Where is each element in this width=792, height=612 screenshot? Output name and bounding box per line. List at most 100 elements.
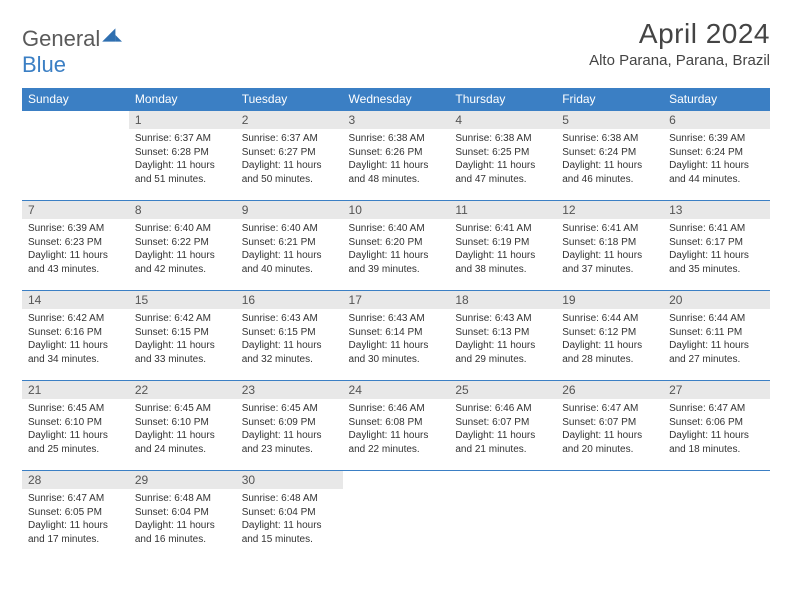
location: Alto Parana, Parana, Brazil — [589, 52, 770, 69]
daylight-line: Daylight: 11 hours and 38 minutes. — [455, 249, 550, 276]
day-body: Sunrise: 6:39 AMSunset: 6:23 PMDaylight:… — [22, 219, 129, 280]
calendar-cell: 6Sunrise: 6:39 AMSunset: 6:24 PMDaylight… — [663, 111, 770, 201]
calendar-week-row: 7Sunrise: 6:39 AMSunset: 6:23 PMDaylight… — [22, 201, 770, 291]
calendar-cell: 19Sunrise: 6:44 AMSunset: 6:12 PMDayligh… — [556, 291, 663, 381]
sunrise-line: Sunrise: 6:47 AM — [28, 492, 123, 506]
daylight-line: Daylight: 11 hours and 29 minutes. — [455, 339, 550, 366]
daylight-line: Daylight: 11 hours and 25 minutes. — [28, 429, 123, 456]
sunrise-line: Sunrise: 6:46 AM — [349, 402, 444, 416]
sunrise-line: Sunrise: 6:42 AM — [135, 312, 230, 326]
sunset-line: Sunset: 6:08 PM — [349, 416, 444, 430]
sunset-line: Sunset: 6:16 PM — [28, 326, 123, 340]
day-number: 22 — [129, 381, 236, 399]
day-number: 29 — [129, 471, 236, 489]
day-body: Sunrise: 6:46 AMSunset: 6:08 PMDaylight:… — [343, 399, 450, 460]
daylight-line: Daylight: 11 hours and 34 minutes. — [28, 339, 123, 366]
month-title: April 2024 — [589, 18, 770, 50]
day-body: Sunrise: 6:44 AMSunset: 6:12 PMDaylight:… — [556, 309, 663, 370]
daylight-line: Daylight: 11 hours and 32 minutes. — [242, 339, 337, 366]
day-body: Sunrise: 6:37 AMSunset: 6:28 PMDaylight:… — [129, 129, 236, 190]
sunset-line: Sunset: 6:24 PM — [562, 146, 657, 160]
day-number: 23 — [236, 381, 343, 399]
day-number: 1 — [129, 111, 236, 129]
calendar-cell: 21Sunrise: 6:45 AMSunset: 6:10 PMDayligh… — [22, 381, 129, 471]
calendar-cell: 2Sunrise: 6:37 AMSunset: 6:27 PMDaylight… — [236, 111, 343, 201]
sunrise-line: Sunrise: 6:38 AM — [349, 132, 444, 146]
sunset-line: Sunset: 6:23 PM — [28, 236, 123, 250]
calendar-cell: 22Sunrise: 6:45 AMSunset: 6:10 PMDayligh… — [129, 381, 236, 471]
day-number: 9 — [236, 201, 343, 219]
day-body: Sunrise: 6:47 AMSunset: 6:05 PMDaylight:… — [22, 489, 129, 550]
daylight-line: Daylight: 11 hours and 27 minutes. — [669, 339, 764, 366]
daylight-line: Daylight: 11 hours and 37 minutes. — [562, 249, 657, 276]
day-number: 14 — [22, 291, 129, 309]
sunset-line: Sunset: 6:19 PM — [455, 236, 550, 250]
sunrise-line: Sunrise: 6:38 AM — [455, 132, 550, 146]
day-header-row: Sunday Monday Tuesday Wednesday Thursday… — [22, 88, 770, 111]
day-number: 10 — [343, 201, 450, 219]
day-number: 17 — [343, 291, 450, 309]
sunset-line: Sunset: 6:24 PM — [669, 146, 764, 160]
daylight-line: Daylight: 11 hours and 46 minutes. — [562, 159, 657, 186]
sunrise-line: Sunrise: 6:43 AM — [455, 312, 550, 326]
day-header: Tuesday — [236, 88, 343, 111]
sunrise-line: Sunrise: 6:47 AM — [562, 402, 657, 416]
daylight-line: Daylight: 11 hours and 22 minutes. — [349, 429, 444, 456]
daylight-line: Daylight: 11 hours and 24 minutes. — [135, 429, 230, 456]
sunset-line: Sunset: 6:11 PM — [669, 326, 764, 340]
daylight-line: Daylight: 11 hours and 48 minutes. — [349, 159, 444, 186]
calendar-cell: 11Sunrise: 6:41 AMSunset: 6:19 PMDayligh… — [449, 201, 556, 291]
calendar-cell: 13Sunrise: 6:41 AMSunset: 6:17 PMDayligh… — [663, 201, 770, 291]
sunrise-line: Sunrise: 6:46 AM — [455, 402, 550, 416]
sunrise-line: Sunrise: 6:37 AM — [135, 132, 230, 146]
calendar-cell: 8Sunrise: 6:40 AMSunset: 6:22 PMDaylight… — [129, 201, 236, 291]
sunrise-line: Sunrise: 6:43 AM — [349, 312, 444, 326]
day-number: 18 — [449, 291, 556, 309]
calendar-cell: 7Sunrise: 6:39 AMSunset: 6:23 PMDaylight… — [22, 201, 129, 291]
day-body: Sunrise: 6:44 AMSunset: 6:11 PMDaylight:… — [663, 309, 770, 370]
day-body: Sunrise: 6:43 AMSunset: 6:14 PMDaylight:… — [343, 309, 450, 370]
logo-text-blue: Blue — [22, 52, 66, 77]
daylight-line: Daylight: 11 hours and 30 minutes. — [349, 339, 444, 366]
daylight-line: Daylight: 11 hours and 44 minutes. — [669, 159, 764, 186]
sunset-line: Sunset: 6:12 PM — [562, 326, 657, 340]
sunrise-line: Sunrise: 6:48 AM — [135, 492, 230, 506]
sunset-line: Sunset: 6:13 PM — [455, 326, 550, 340]
day-body: Sunrise: 6:48 AMSunset: 6:04 PMDaylight:… — [129, 489, 236, 550]
day-number: 6 — [663, 111, 770, 129]
sunrise-line: Sunrise: 6:40 AM — [349, 222, 444, 236]
day-number: 26 — [556, 381, 663, 399]
daylight-line: Daylight: 11 hours and 15 minutes. — [242, 519, 337, 546]
day-number: 28 — [22, 471, 129, 489]
daylight-line: Daylight: 11 hours and 33 minutes. — [135, 339, 230, 366]
sunrise-line: Sunrise: 6:47 AM — [669, 402, 764, 416]
day-body: Sunrise: 6:41 AMSunset: 6:19 PMDaylight:… — [449, 219, 556, 280]
day-body: Sunrise: 6:47 AMSunset: 6:07 PMDaylight:… — [556, 399, 663, 460]
daylight-line: Daylight: 11 hours and 16 minutes. — [135, 519, 230, 546]
sunrise-line: Sunrise: 6:41 AM — [562, 222, 657, 236]
logo-text-general: General — [22, 26, 100, 51]
calendar-cell: 24Sunrise: 6:46 AMSunset: 6:08 PMDayligh… — [343, 381, 450, 471]
daylight-line: Daylight: 11 hours and 21 minutes. — [455, 429, 550, 456]
sunset-line: Sunset: 6:04 PM — [242, 506, 337, 520]
day-body: Sunrise: 6:45 AMSunset: 6:10 PMDaylight:… — [22, 399, 129, 460]
day-number: 3 — [343, 111, 450, 129]
day-number: 12 — [556, 201, 663, 219]
day-number: 21 — [22, 381, 129, 399]
logo-text: GeneralBlue — [22, 24, 122, 78]
sunrise-line: Sunrise: 6:43 AM — [242, 312, 337, 326]
day-number: 20 — [663, 291, 770, 309]
sunrise-line: Sunrise: 6:42 AM — [28, 312, 123, 326]
sunset-line: Sunset: 6:28 PM — [135, 146, 230, 160]
sunset-line: Sunset: 6:04 PM — [135, 506, 230, 520]
daylight-line: Daylight: 11 hours and 50 minutes. — [242, 159, 337, 186]
calendar-week-row: 28Sunrise: 6:47 AMSunset: 6:05 PMDayligh… — [22, 471, 770, 561]
sunset-line: Sunset: 6:18 PM — [562, 236, 657, 250]
calendar-cell: 1Sunrise: 6:37 AMSunset: 6:28 PMDaylight… — [129, 111, 236, 201]
day-body: Sunrise: 6:38 AMSunset: 6:25 PMDaylight:… — [449, 129, 556, 190]
daylight-line: Daylight: 11 hours and 35 minutes. — [669, 249, 764, 276]
day-number: 4 — [449, 111, 556, 129]
calendar-cell: 4Sunrise: 6:38 AMSunset: 6:25 PMDaylight… — [449, 111, 556, 201]
day-body: Sunrise: 6:38 AMSunset: 6:24 PMDaylight:… — [556, 129, 663, 190]
sunrise-line: Sunrise: 6:41 AM — [455, 222, 550, 236]
